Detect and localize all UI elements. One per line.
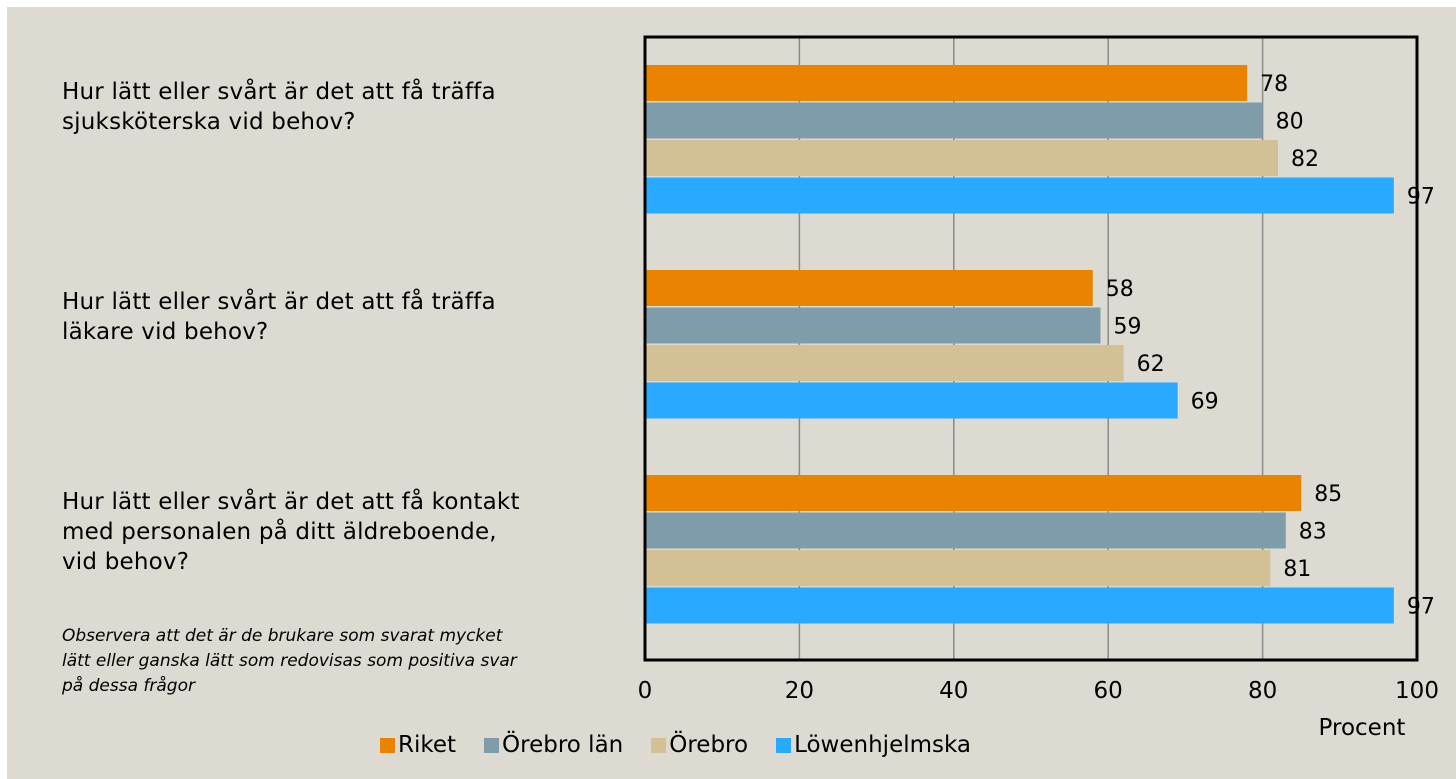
data-label: 69 bbox=[1191, 390, 1219, 415]
data-label: 83 bbox=[1299, 520, 1327, 545]
legend-item: Örebro bbox=[651, 732, 748, 758]
bar--rebro-1 bbox=[645, 140, 1279, 176]
legend-swatch bbox=[651, 737, 667, 753]
category-label-lakare: Hur lätt eller svårt är det att få träff… bbox=[62, 289, 496, 345]
category-label-sjukskoterska: Hur lätt eller svårt är det att få träff… bbox=[62, 79, 496, 135]
bar-riket-1 bbox=[645, 65, 1248, 101]
bar-riket-2 bbox=[645, 270, 1093, 306]
data-label: 58 bbox=[1106, 277, 1134, 302]
legend-swatch bbox=[776, 737, 792, 753]
data-label: 62 bbox=[1137, 352, 1165, 377]
x-tick-label: 100 bbox=[1395, 678, 1439, 704]
bar-l-wenhjelmska-3 bbox=[645, 587, 1394, 624]
data-label: 81 bbox=[1283, 557, 1311, 582]
legend-label: Örebro bbox=[669, 732, 749, 758]
data-label: 78 bbox=[1260, 72, 1288, 97]
data-label: 97 bbox=[1407, 185, 1435, 210]
x-tick-label: 20 bbox=[785, 678, 814, 704]
legend-swatch bbox=[380, 737, 395, 753]
data-label: 80 bbox=[1276, 110, 1304, 135]
bar-riket-3 bbox=[645, 475, 1302, 511]
x-axis-title: Procent bbox=[1319, 715, 1406, 741]
legend-label: Örebro län bbox=[502, 732, 624, 758]
x-tick-label: 80 bbox=[1248, 678, 1277, 704]
bar-l-wenhjelmska-1 bbox=[645, 177, 1394, 214]
footnote: Observera att det är de brukare som svar… bbox=[62, 626, 517, 696]
data-label: 59 bbox=[1113, 315, 1141, 340]
legend-item: Löwenhjelmska bbox=[776, 732, 971, 758]
x-tick-label: 60 bbox=[1094, 678, 1123, 704]
category-label-kontakt: Hur lätt eller svårt är det att få konta… bbox=[62, 489, 520, 575]
plot-frame bbox=[643, 35, 1419, 662]
legend-label: Riket bbox=[398, 732, 457, 758]
legend-item: Örebro län bbox=[484, 732, 623, 758]
legend-item: Riket bbox=[380, 732, 456, 758]
bar--rebro-3 bbox=[645, 550, 1271, 586]
bar--rebro-l-n-2 bbox=[645, 307, 1101, 344]
x-tick-label: 40 bbox=[939, 678, 968, 704]
bar--rebro-l-n-3 bbox=[645, 512, 1286, 549]
data-label: 97 bbox=[1407, 595, 1435, 620]
data-label: 85 bbox=[1314, 482, 1342, 507]
data-label: 82 bbox=[1291, 147, 1319, 172]
legend: Riket Örebro län Örebro Löwenhjelmska bbox=[380, 732, 999, 758]
bar--rebro-l-n-1 bbox=[645, 102, 1263, 139]
bar--rebro-2 bbox=[645, 345, 1124, 381]
bar-l-wenhjelmska-2 bbox=[645, 382, 1178, 419]
x-tick-label: 0 bbox=[638, 678, 653, 704]
legend-swatch bbox=[484, 737, 500, 753]
legend-label: Löwenhjelmska bbox=[794, 732, 972, 758]
